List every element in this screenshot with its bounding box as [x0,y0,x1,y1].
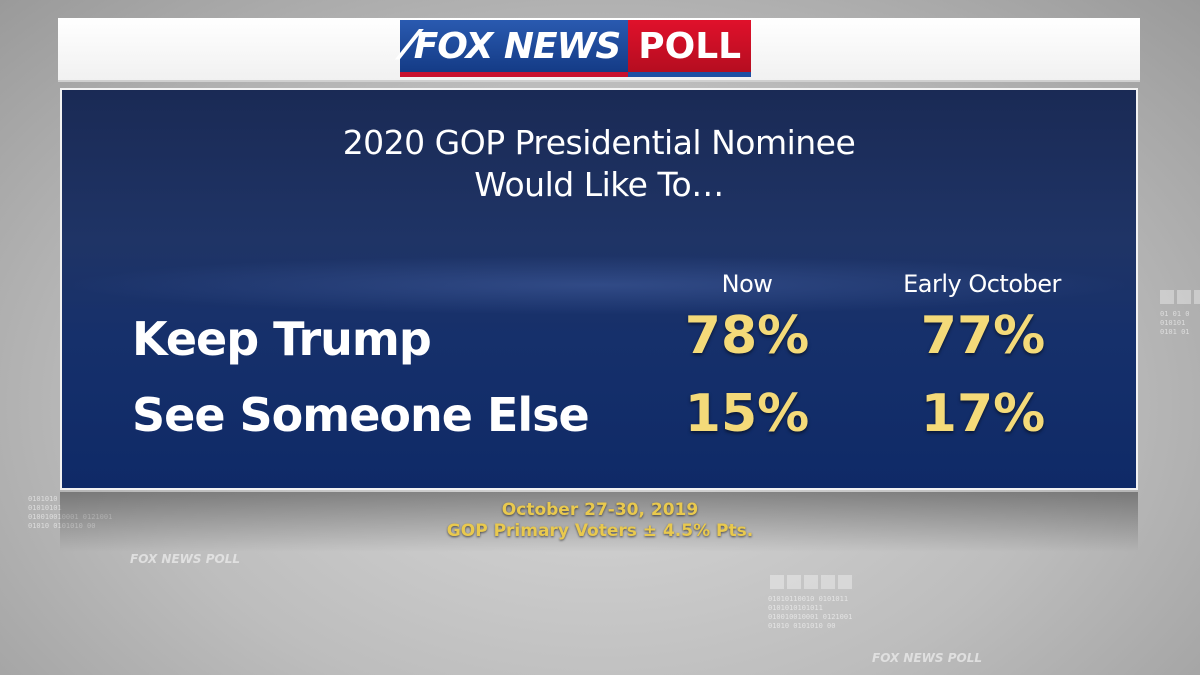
poll-logo-text: POLL [638,25,742,67]
fox-news-logo-text: FOX NEWS [413,25,622,67]
results-panel: 2020 GOP Presidential Nominee Would Like… [60,88,1138,490]
footer-shadow [60,492,1138,552]
fox-news-logo: ⁄ FOX NEWS [400,20,629,77]
value-someone-else-now: 15% [684,384,810,444]
poll-title: 2020 GOP Presidential Nominee Would Like… [62,122,1136,206]
footer-dates: October 27-30, 2019 [501,500,699,520]
footer-sample: GOP Primary Voters ± 4.5% Pts. [446,521,754,541]
column-header-now: Now [721,270,773,298]
value-keep-trump-now: 78% [684,306,810,366]
fox-slash-icon: ⁄ [406,23,413,69]
watermark-logo: FOX NEWS POLL [130,552,240,566]
poll-title-line1: 2020 GOP Presidential Nominee [342,123,856,162]
background-decoration: 01 01 0 010101 0101 01 [1160,310,1190,336]
row-label-keep-trump: Keep Trump [132,312,432,366]
column-header-early-october: Early October [903,270,1061,298]
fox-news-poll-logo: ⁄ FOX NEWS POLL [400,20,752,77]
poll-title-line2: Would Like To… [474,165,724,204]
watermark-logo: FOX NEWS POLL [872,651,982,665]
row-label-see-someone-else: See Someone Else [132,388,590,442]
value-keep-trump-early-october: 77% [920,306,1046,366]
background-decoration [770,575,852,589]
poll-logo: POLL [628,20,752,77]
background-decoration [1160,290,1200,304]
panel-glow [62,255,1136,315]
value-someone-else-early-october: 17% [920,384,1046,444]
background-decoration: 01010110010 0101011 0101010101011 010010… [768,595,853,630]
